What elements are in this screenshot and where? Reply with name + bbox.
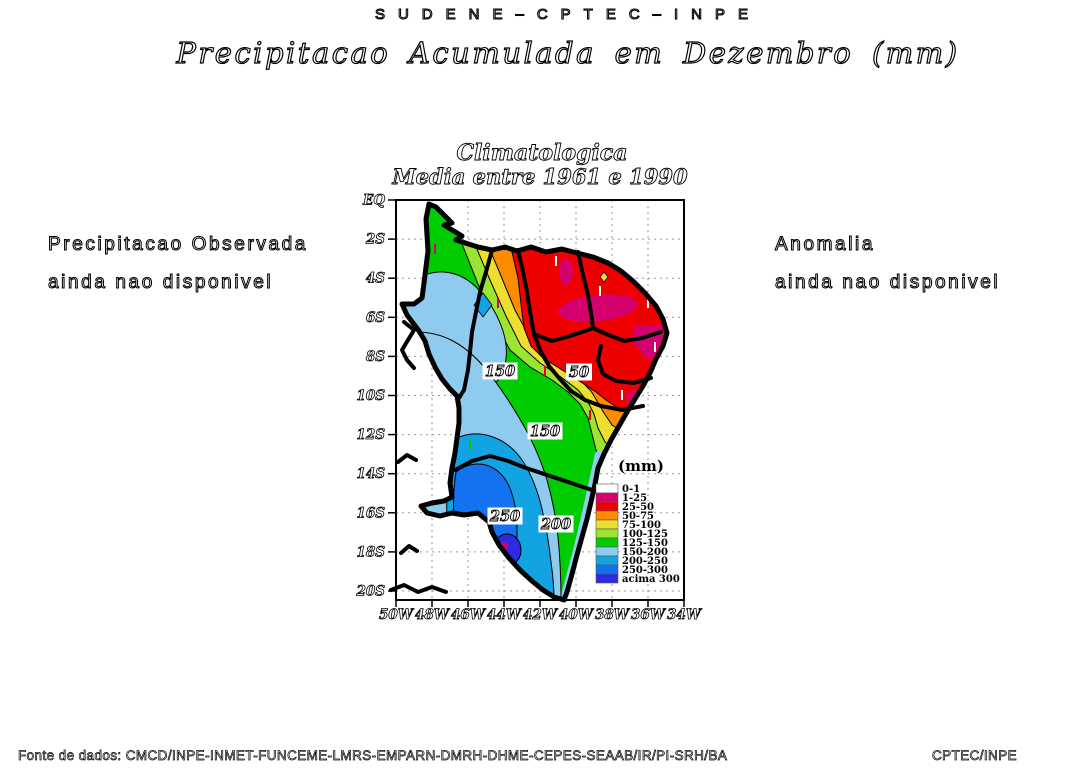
contour-value-labels: 150 50 150 250 200 — [482, 362, 592, 533]
contour-label: 250 — [489, 508, 520, 525]
data-source-text: Fonte de dados: CMCD/INPE-INMET-FUNCEME-… — [18, 748, 728, 764]
legend-label: 25-50 — [622, 502, 654, 513]
anomaly-note-line2: ainda nao disponivel — [774, 271, 1001, 293]
dry-spot — [599, 271, 609, 283]
map-axes: EQ 2S 4S 6S 8S 10S 12S 14S 16S 18S 20S 50W 48W 46W 44W… — [355, 192, 703, 623]
legend-label: 75-100 — [622, 520, 661, 531]
legend-swatch — [595, 492, 619, 503]
anomaly-note: Anomalia ainda nao disponivel — [774, 226, 1001, 302]
legend-title: (mm) — [618, 457, 664, 475]
lon-label: 36W — [631, 607, 667, 623]
map-frame — [395, 199, 685, 601]
legend-swatch — [595, 573, 619, 584]
lat-label: 6S — [366, 310, 385, 326]
legend-label: 200-250 — [622, 556, 668, 567]
legend-label: 150-200 — [622, 547, 668, 558]
contour-label-box — [487, 507, 523, 525]
band-1-25-patch — [634, 324, 667, 364]
credit-text: CPTEC/INPE — [932, 748, 1018, 764]
legend-swatch — [595, 519, 619, 530]
lat-label: EQ — [362, 193, 385, 209]
lat-label: 14S — [356, 466, 385, 482]
state-borders — [453, 248, 663, 493]
legend-swatch — [595, 483, 619, 494]
lat-label: 18S — [356, 544, 385, 560]
contour-label-box — [538, 515, 574, 533]
band-250-300 — [453, 463, 518, 600]
legend-swatch — [595, 537, 619, 548]
lat-label: 4S — [366, 271, 385, 287]
region-coastline — [399, 201, 670, 603]
legend-label: 125-150 — [622, 538, 668, 549]
legend-swatch — [595, 510, 619, 521]
lon-label: 42W — [523, 607, 559, 623]
lon-label: 48W — [415, 607, 451, 623]
legend-swatch — [595, 501, 619, 512]
band-1-25-patch — [558, 294, 638, 322]
lat-label: 20S — [355, 584, 385, 600]
map-title-line2: Media entre 1961 e 1990 — [391, 164, 688, 189]
contour-label-box — [527, 422, 563, 440]
org-header: SUDENE–CPTEC–INPE — [374, 5, 762, 23]
legend-label: 100-125 — [622, 529, 668, 540]
band-1-25-patch — [559, 259, 573, 285]
observed-precip-note-line1: Precipitacao Observada — [47, 233, 308, 255]
lat-label: 2S — [365, 232, 385, 248]
lon-label: 50W — [379, 607, 415, 623]
legend-swatch — [595, 564, 619, 575]
lat-label: 10S — [356, 388, 385, 404]
legend-swatch — [595, 546, 619, 557]
lon-label: 46W — [451, 607, 487, 623]
legend-label: 0-1 — [622, 484, 640, 495]
lon-label: 44W — [487, 607, 523, 623]
lat-label: 16S — [356, 505, 385, 521]
lon-label: 34W — [667, 607, 703, 623]
legend-swatch — [595, 528, 619, 539]
legend-label: 50-75 — [622, 511, 654, 522]
observed-precip-note: Precipitacao Observada ainda nao disponi… — [47, 226, 308, 302]
legend-label: 250-300 — [622, 565, 668, 576]
contour-label: 50 — [569, 364, 589, 381]
map-legend: (mm) 0-11-2525-5050-7575-100100-125125-15… — [595, 457, 680, 585]
contour-label-box — [482, 362, 518, 380]
contour-label: 150 — [485, 363, 515, 380]
western-border-fragments — [389, 320, 448, 594]
page-title: Precipitacao Acumulada em Dezembro (mm) — [176, 35, 960, 70]
map-title-line1: Climatologica — [456, 140, 627, 166]
lon-label: 40W — [559, 607, 595, 623]
contour-label: 150 — [530, 423, 560, 440]
legend-label: 1-25 — [622, 493, 647, 504]
contour-label: 200 — [540, 516, 571, 533]
lat-label: 8S — [366, 349, 385, 365]
lon-label: 38W — [595, 607, 631, 623]
contour-label-box — [566, 363, 592, 381]
legend-swatch — [595, 555, 619, 566]
legend-label: acima 300 — [622, 574, 680, 585]
anomaly-note-line1: Anomalia — [774, 233, 876, 255]
lat-label: 12S — [356, 427, 385, 443]
observed-precip-note-line2: ainda nao disponivel — [47, 271, 274, 293]
